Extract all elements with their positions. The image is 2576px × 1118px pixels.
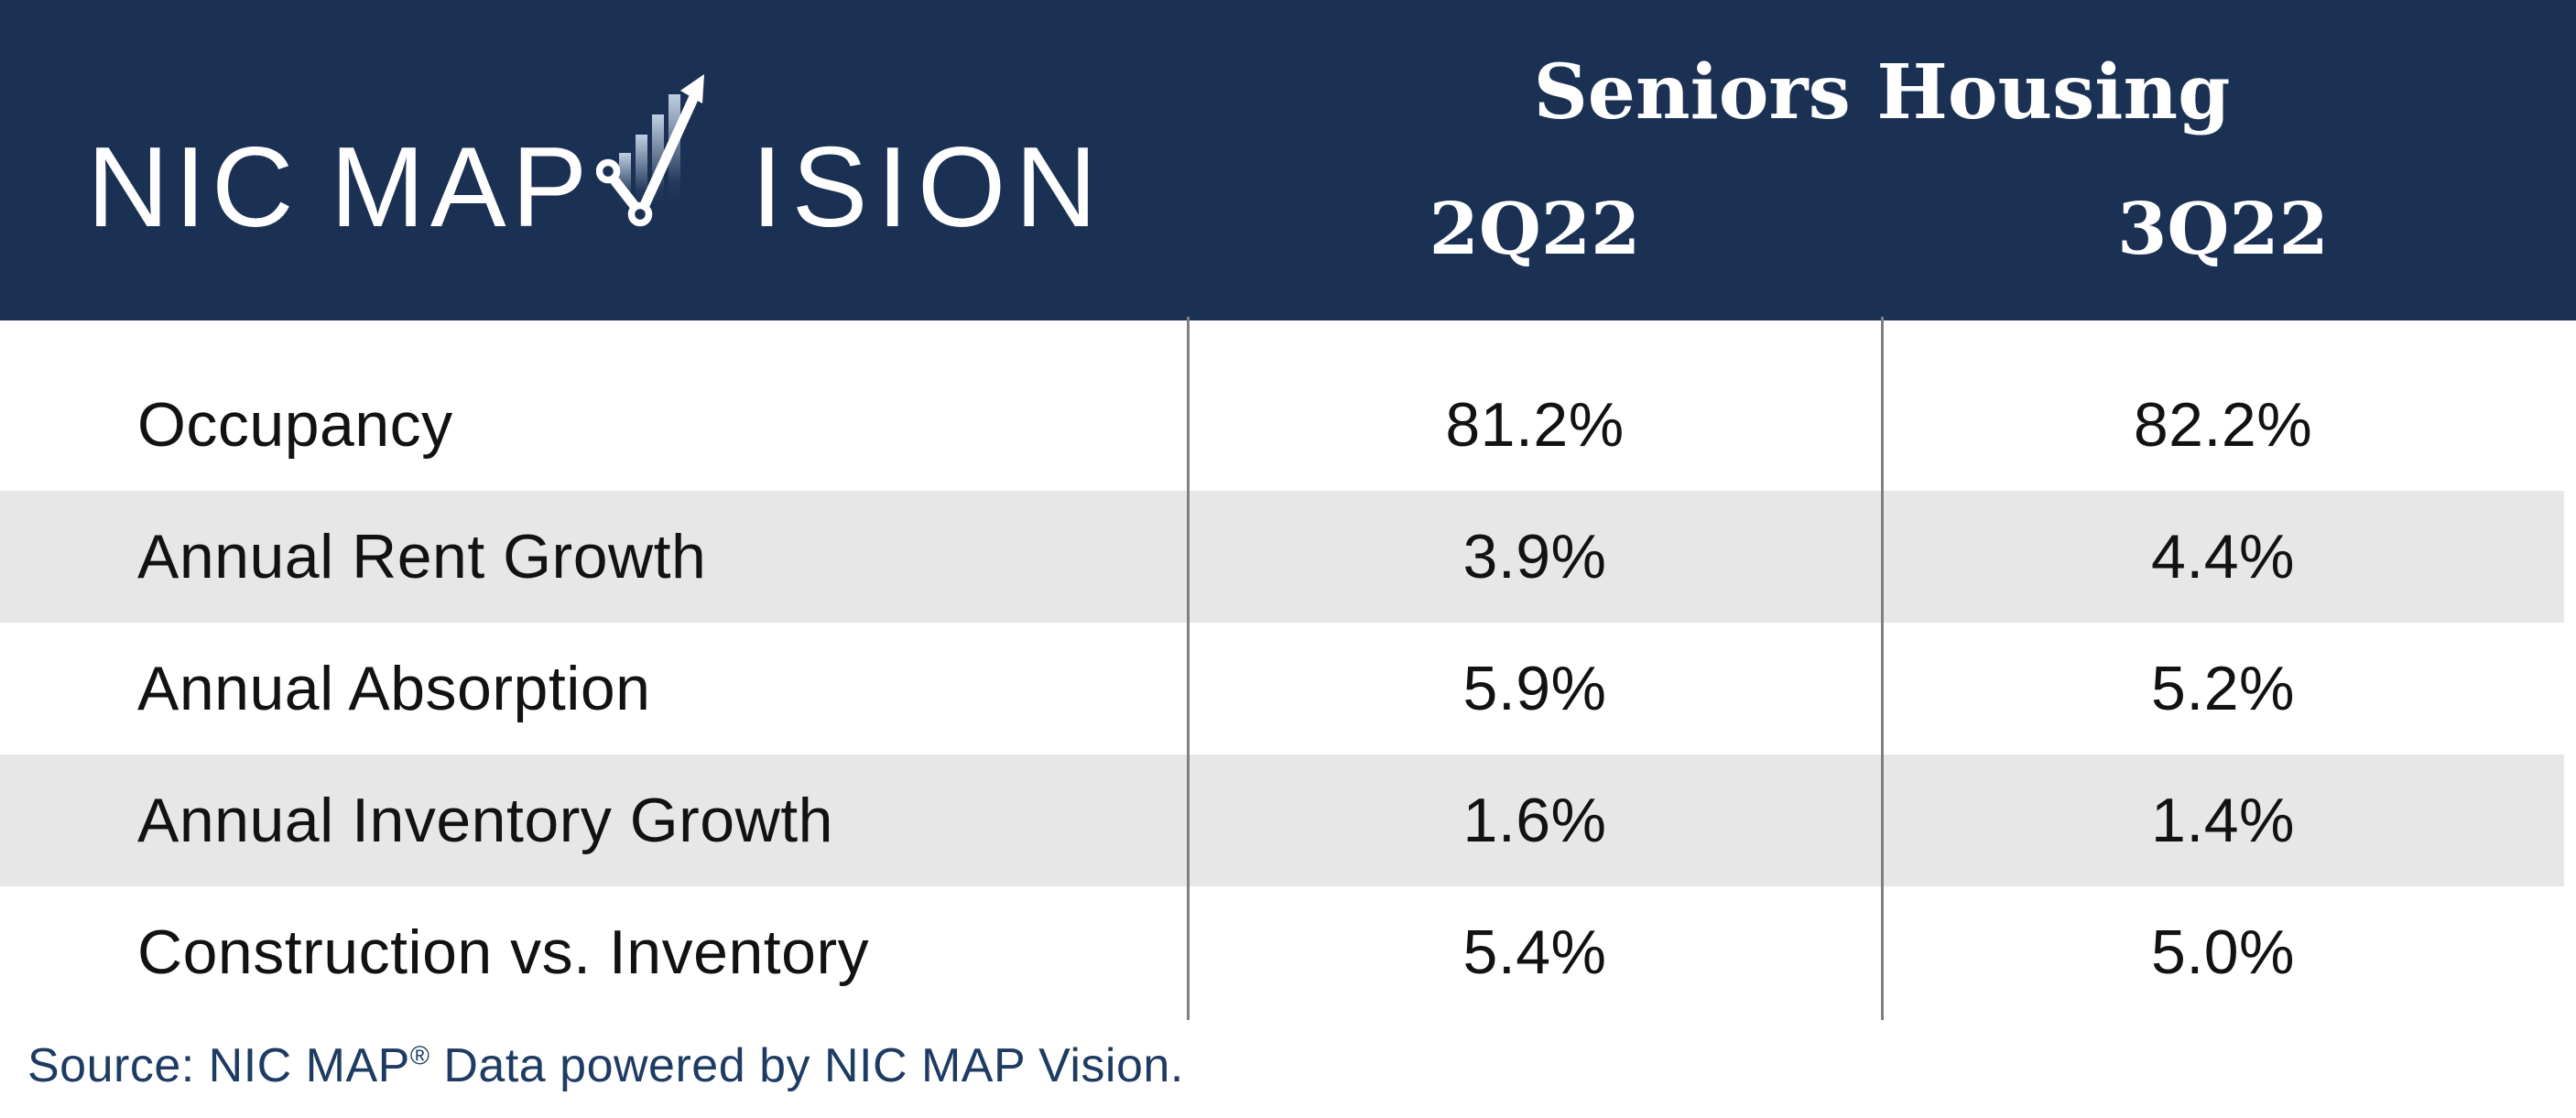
metrics-table: Occupancy 81.2% 82.2% Annual Rent Growth… [0, 320, 2564, 1018]
source-text-suffix: Data powered by NIC MAP Vision. [429, 1039, 1184, 1092]
row-value-2q22: 81.2% [1445, 390, 1625, 460]
row-value-3q22: 82.2% [2133, 390, 2313, 460]
row-label: Annual Rent Growth [137, 522, 707, 592]
row-value-2q22: 5.9% [1462, 654, 1607, 723]
row-value-2q22: 5.4% [1462, 917, 1607, 987]
row-label: Annual Absorption [137, 654, 651, 723]
registered-mark: ® [409, 1041, 430, 1071]
row-label: Annual Inventory Growth [137, 786, 833, 855]
row-value-3q22: 1.4% [2151, 786, 2295, 855]
row-label: Construction vs. Inventory [137, 917, 870, 987]
table-top-spacer [0, 320, 2564, 359]
column-divider [1187, 317, 1190, 1020]
row-label: Occupancy [137, 390, 453, 460]
logo-text-map: MAP [330, 125, 593, 251]
nic-map-vision-logo: NIC MAP ISION [87, 74, 1106, 251]
table-row: Annual Rent Growth 3.9% 4.4% [0, 491, 2564, 623]
table-row: Annual Inventory Growth 1.6% 1.4% [0, 754, 2564, 886]
growth-arrow-bars-icon [596, 74, 705, 227]
row-value-2q22: 1.6% [1462, 786, 1607, 855]
table-row: Occupancy 81.2% 82.2% [0, 359, 2564, 491]
table-title: Seniors Housing [1533, 49, 2231, 136]
column-header-2q22: 2Q22 [1429, 188, 1641, 271]
table-row: Construction vs. Inventory 5.4% 5.0% [0, 886, 2564, 1018]
table-row: Annual Absorption 5.9% 5.2% [0, 623, 2564, 754]
column-header-3q22: 3Q22 [2117, 188, 2329, 271]
header-band: NIC MAP ISION Senior [0, 0, 2576, 320]
row-value-3q22: 5.0% [2151, 917, 2295, 987]
row-value-3q22: 4.4% [2151, 522, 2295, 592]
row-value-2q22: 3.9% [1462, 522, 1607, 592]
row-value-3q22: 5.2% [2151, 654, 2295, 723]
logo-text-nic: NIC [87, 125, 299, 251]
source-text-prefix: Source: NIC MAP [27, 1039, 410, 1092]
source-note: Source: NIC MAP® Data powered by NIC MAP… [27, 1038, 1184, 1093]
column-divider [1881, 317, 1884, 1020]
logo-text-ision: ISION [751, 125, 1106, 251]
